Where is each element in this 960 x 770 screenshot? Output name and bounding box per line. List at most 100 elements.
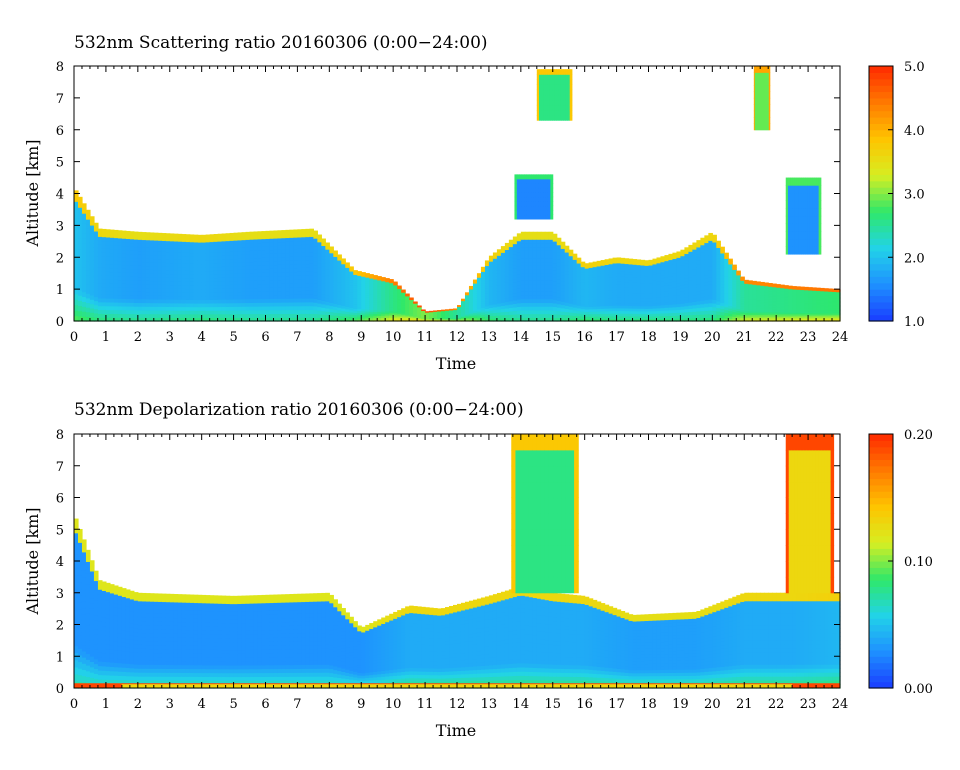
- data-cell: [185, 313, 191, 318]
- data-cell: [740, 313, 745, 317]
- data-cell: [149, 295, 155, 300]
- feature-cell: [524, 196, 527, 202]
- data-cell: [161, 284, 167, 289]
- data-cell: [253, 268, 259, 274]
- data-cell: [417, 315, 422, 318]
- data-cell: [89, 294, 95, 300]
- data-cell: [760, 306, 765, 309]
- data-cell: [676, 277, 682, 282]
- data-cell: [173, 313, 179, 318]
- data-cell: [193, 310, 199, 315]
- data-cell: [141, 302, 147, 307]
- data-cell: [604, 266, 610, 271]
- data-cell: [381, 317, 386, 320]
- data-cell: [768, 295, 773, 298]
- data-cell: [760, 301, 765, 304]
- data-cell: [732, 264, 737, 268]
- data-cell: [245, 291, 251, 296]
- data-cell: [397, 298, 402, 301]
- data-cell: [708, 254, 713, 260]
- data-cell: [592, 296, 598, 300]
- data-cell: [317, 292, 322, 297]
- data-cell: [373, 298, 378, 301]
- data-cell: [381, 295, 386, 298]
- data-cell: [600, 298, 606, 302]
- data-cell: [512, 282, 518, 287]
- data-cell: [584, 282, 590, 286]
- data-cell: [564, 295, 570, 300]
- data-cell: [101, 290, 107, 295]
- data-cell: [820, 287, 825, 290]
- data-cell: [149, 309, 155, 315]
- data-cell: [217, 302, 223, 308]
- data-cell: [109, 282, 115, 288]
- data-cell: [85, 316, 91, 322]
- data-cell: [201, 238, 207, 243]
- data-cell: [153, 298, 159, 304]
- data-cell: [744, 314, 749, 317]
- data-cell: [197, 270, 203, 275]
- data-cell: [588, 267, 594, 271]
- data-cell: [381, 300, 386, 304]
- data-cell: [824, 296, 829, 299]
- data-cell: [540, 302, 546, 307]
- feature-cell: [567, 74, 571, 80]
- data-cell: [277, 279, 283, 284]
- data-cell: [357, 277, 362, 281]
- data-cell: [480, 275, 486, 279]
- data-cell: [157, 236, 163, 241]
- data-cell: [301, 255, 306, 261]
- data-cell: [197, 303, 203, 308]
- data-cell: [552, 302, 558, 308]
- data-cell: [636, 315, 642, 320]
- data-cell: [74, 250, 79, 257]
- data-cell: [772, 308, 777, 311]
- feature-cell: [549, 99, 553, 106]
- data-cell: [133, 268, 139, 274]
- data-cell: [393, 314, 398, 317]
- data-cell: [724, 272, 729, 277]
- data-cell: [429, 310, 434, 312]
- data-cell: [700, 300, 705, 305]
- data-cell: [716, 247, 721, 252]
- data-cell: [221, 248, 227, 253]
- data-cell: [165, 284, 171, 289]
- data-cell: [205, 256, 211, 261]
- data-cell: [301, 263, 306, 268]
- data-cell: [297, 236, 303, 242]
- data-cell: [820, 304, 825, 307]
- data-cell: [305, 282, 310, 288]
- data-cell: [756, 281, 761, 284]
- data-cell: [373, 294, 378, 297]
- data-cell: [169, 233, 175, 238]
- data-cell: [405, 318, 410, 321]
- data-cell: [149, 280, 155, 285]
- data-cell: [488, 288, 494, 292]
- data-cell: [417, 319, 422, 321]
- data-cell: [696, 314, 701, 319]
- feature-cell: [514, 205, 518, 211]
- data-cell: [301, 252, 306, 257]
- data-cell: [337, 290, 342, 294]
- data-cell: [329, 299, 334, 303]
- data-cell: [492, 255, 498, 259]
- data-cell: [209, 245, 215, 250]
- data-cell: [804, 318, 809, 321]
- data-cell: [125, 272, 131, 277]
- data-cell: [297, 267, 303, 272]
- data-cell: [141, 276, 147, 281]
- data-cell: [405, 298, 410, 300]
- data-cell: [556, 268, 562, 274]
- feature-cell: [535, 205, 539, 211]
- data-cell: [468, 300, 474, 303]
- data-cell: [828, 316, 833, 319]
- data-cell: [205, 245, 211, 250]
- data-cell: [189, 252, 195, 257]
- feature-cell: [756, 104, 759, 112]
- feature-cell: [569, 89, 573, 96]
- data-cell: [700, 317, 705, 322]
- data-cell: [409, 308, 414, 310]
- data-cell: [688, 270, 693, 275]
- data-cell: [277, 230, 283, 235]
- data-cell: [81, 296, 87, 302]
